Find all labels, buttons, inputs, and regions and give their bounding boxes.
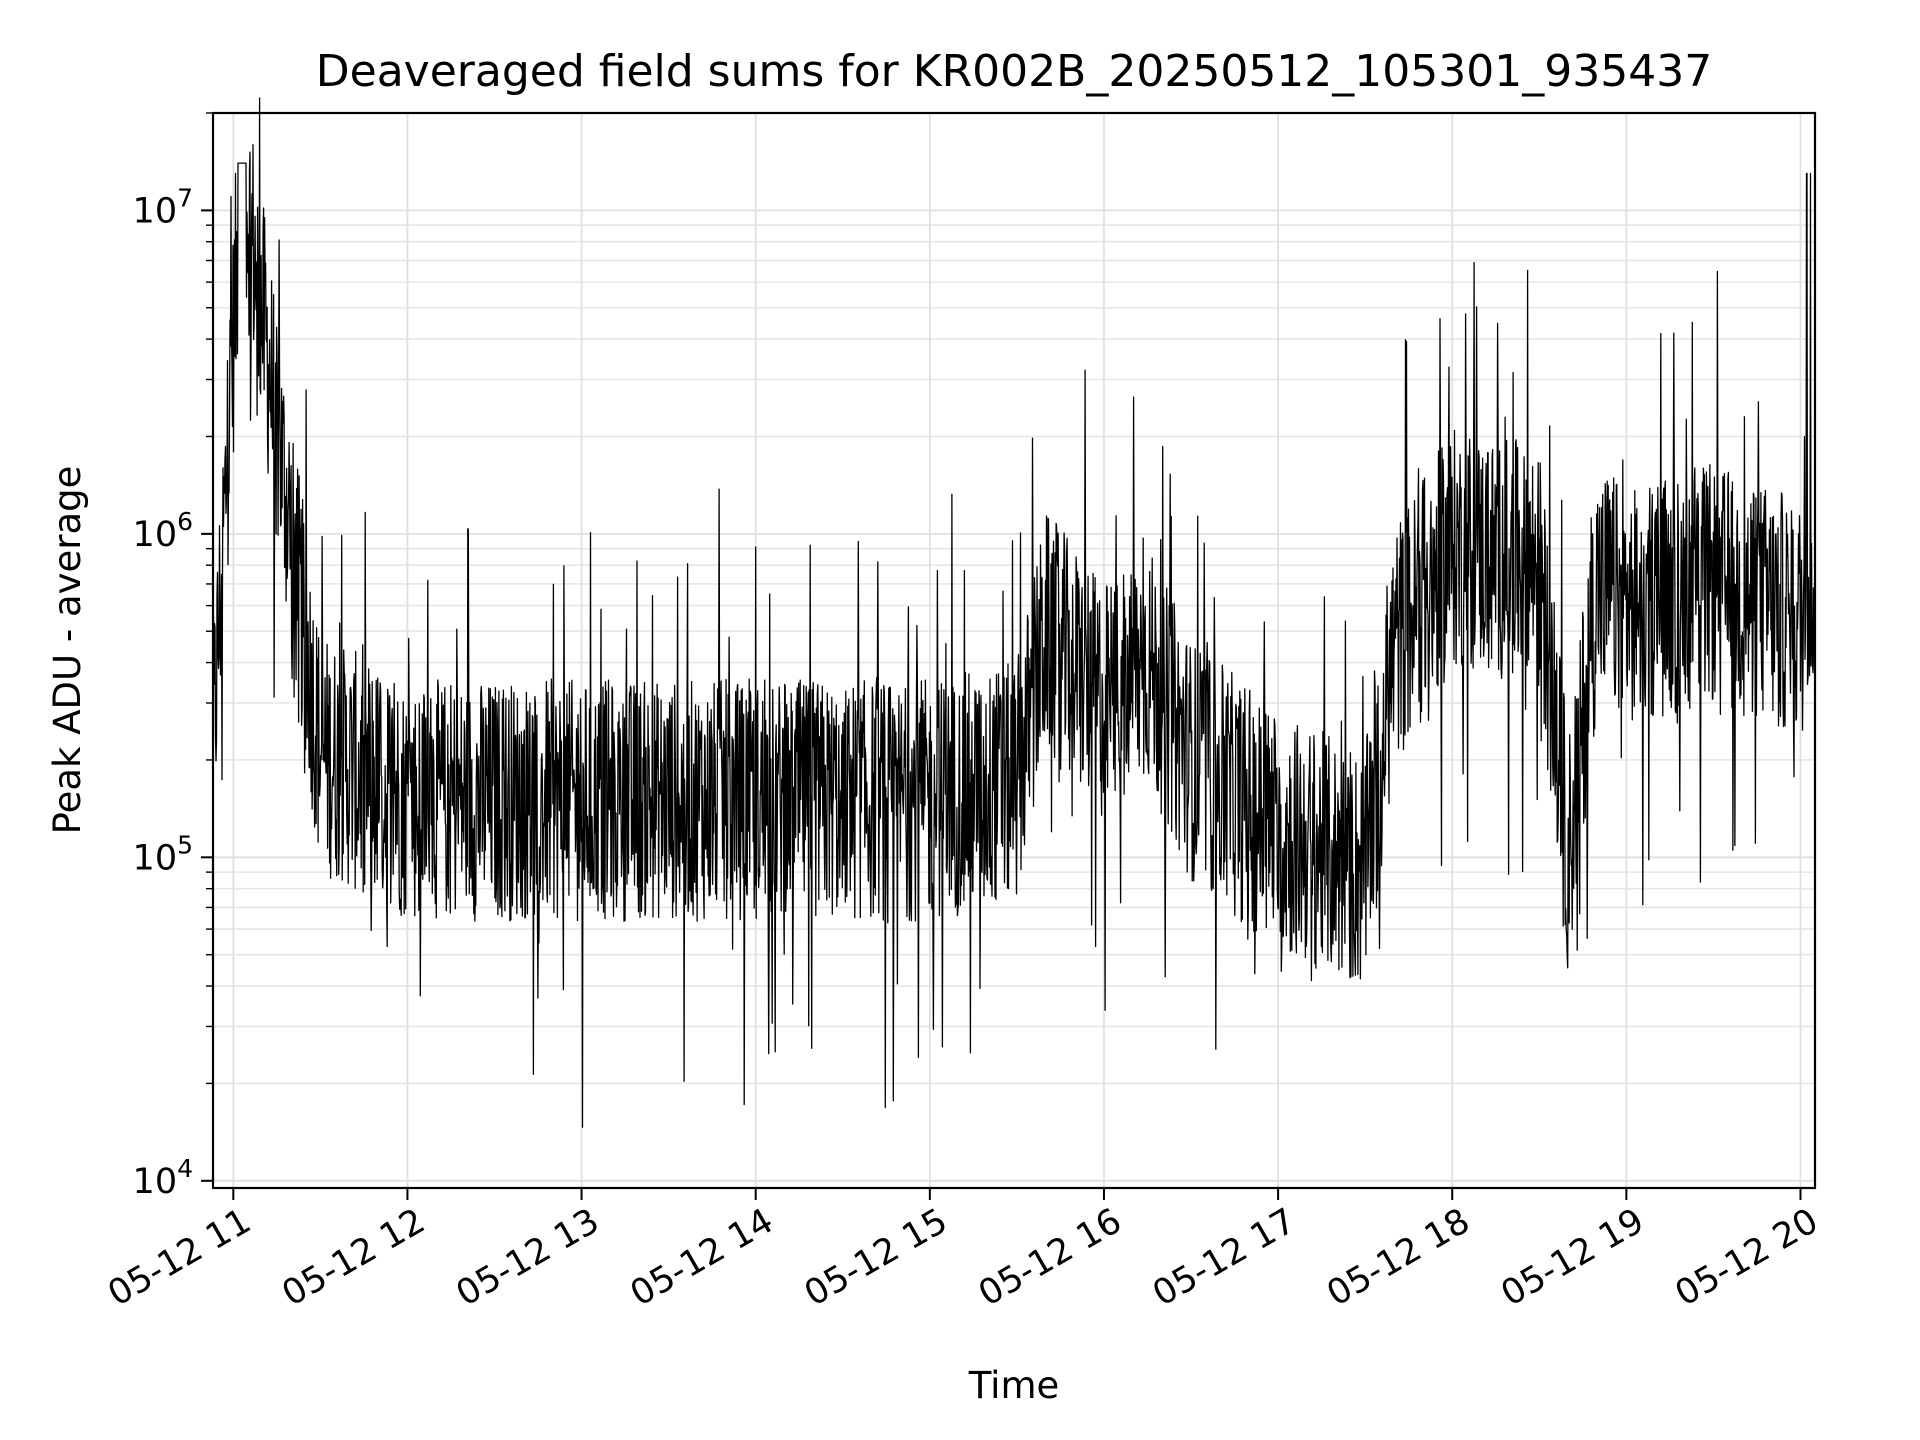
x-axis-label: Time xyxy=(968,1364,1060,1407)
y-tick-exponent: 4 xyxy=(177,1154,193,1183)
series-line xyxy=(212,97,1816,1128)
y-tick-exponent: 7 xyxy=(177,183,193,212)
chart-title: Deaveraged field sums for KR002B_2025051… xyxy=(316,46,1712,97)
y-tick-exponent: 6 xyxy=(177,507,193,536)
plot-frame xyxy=(211,111,1817,1190)
y-axis-label: Peak ADU - average xyxy=(46,466,89,835)
y-tick-exponent: 5 xyxy=(177,830,193,859)
